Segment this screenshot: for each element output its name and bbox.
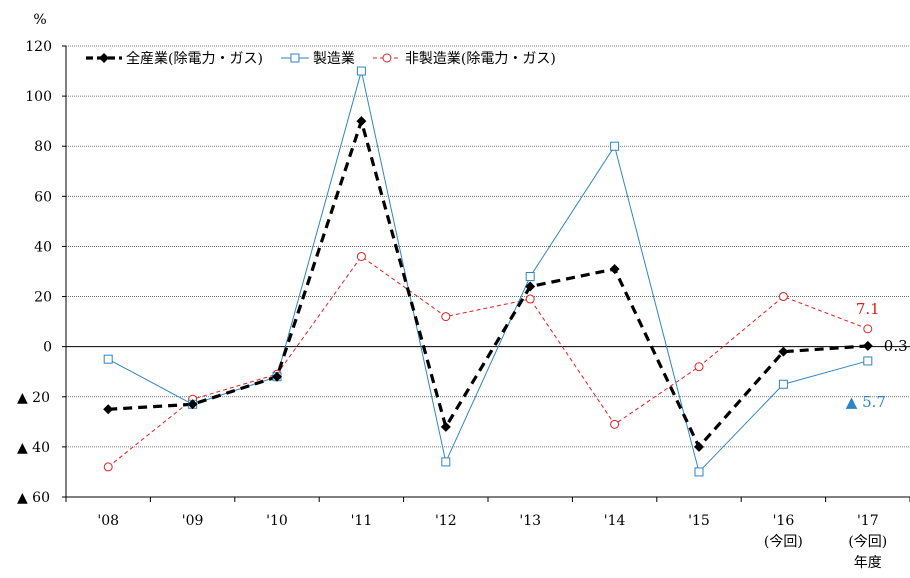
legend-label-2: 非製造業(除電力・ガス) (405, 51, 556, 67)
axes (62, 45, 910, 502)
y-tick-label: 40 (34, 239, 52, 255)
marker-square (525, 272, 535, 282)
x-tick-label: '14 (604, 513, 626, 529)
legend-label-1: 製造業 (313, 51, 355, 67)
marker-diamond (440, 421, 451, 432)
marker-circle (382, 53, 392, 63)
series-lines (107, 70, 868, 473)
marker-diamond (356, 116, 367, 127)
marker-square (441, 457, 451, 467)
x-tick-label: '09 (182, 513, 204, 529)
marker-diamond (609, 263, 620, 274)
data-labels: 0.3 ▲ 5.7 7.1 (846, 300, 908, 411)
marker-square (863, 356, 873, 366)
series-line-0 (108, 115, 868, 450)
marker-diamond (103, 404, 114, 415)
y-tick-label: 20 (34, 290, 52, 306)
series-line-2 (107, 255, 868, 468)
marker-circle (694, 362, 704, 372)
series-markers (103, 66, 873, 477)
y-unit-label: % (33, 12, 46, 28)
y-tick-label: 80 (34, 139, 52, 155)
marker-diamond (862, 340, 873, 351)
marker-diamond (187, 399, 198, 410)
marker-circle (610, 419, 620, 429)
legend-label-0: 全産業(除電力・ガス) (126, 50, 263, 67)
marker-diamond (778, 346, 789, 357)
x-tick-label: '13 (519, 513, 541, 529)
x-tick-label: '16 (773, 513, 795, 529)
y-tick-label: ▲ 20 (17, 390, 50, 406)
series-line-1 (107, 70, 868, 473)
marker-diamond (694, 441, 704, 452)
x-tick-label: (今回) (848, 534, 887, 550)
marker-circle (103, 462, 113, 472)
y-axis-tick-labels: 120 100 80 60 40 20 0 ▲ 20 ▲ 40 ▲ 60 (17, 39, 52, 506)
y-tick-label: 0 (43, 340, 52, 356)
marker-circle (525, 294, 535, 304)
data-label: ▲ 5.7 (846, 393, 886, 411)
marker-square (778, 379, 788, 389)
marker-circle (778, 292, 788, 302)
y-tick-label: 60 (34, 189, 52, 205)
marker-square (103, 354, 113, 364)
x-tick-label: '15 (688, 513, 710, 529)
x-tick-label: '17 (857, 513, 879, 529)
y-tick-label: ▲ 40 (17, 440, 50, 456)
gridlines (66, 45, 910, 448)
x-axis-tick-labels: '08 '09 '10 '11 '12 '13 '14 '15 '16 (今回) '17 (今回) 年度 (97, 513, 887, 571)
x-tick-label: (今回) (764, 534, 803, 550)
y-tick-label: ▲ 60 (17, 490, 50, 506)
y-tick-label: 120 (25, 39, 52, 55)
marker-square (694, 467, 704, 477)
legend: 全産業(除電力・ガス) 製造業 非製造業(除電力・ガス) (86, 50, 556, 67)
marker-circle (356, 251, 366, 261)
marker-circle (863, 324, 873, 334)
x-tick-label: '08 (97, 513, 119, 529)
marker-diamond (99, 53, 109, 63)
x-tick-label: 年度 (854, 555, 882, 571)
x-tick-label: '10 (266, 513, 288, 529)
marker-square (610, 141, 620, 151)
data-label: 0.3 (884, 337, 908, 355)
x-tick-label: '12 (435, 513, 457, 529)
marker-diamond (525, 281, 536, 292)
marker-diamond (272, 371, 282, 382)
marker-circle (441, 312, 451, 322)
data-label: 7.1 (856, 300, 880, 318)
y-tick-label: 100 (25, 89, 52, 105)
marker-square (290, 53, 300, 63)
marker-square (356, 66, 366, 76)
x-tick-label: '11 (351, 513, 373, 529)
